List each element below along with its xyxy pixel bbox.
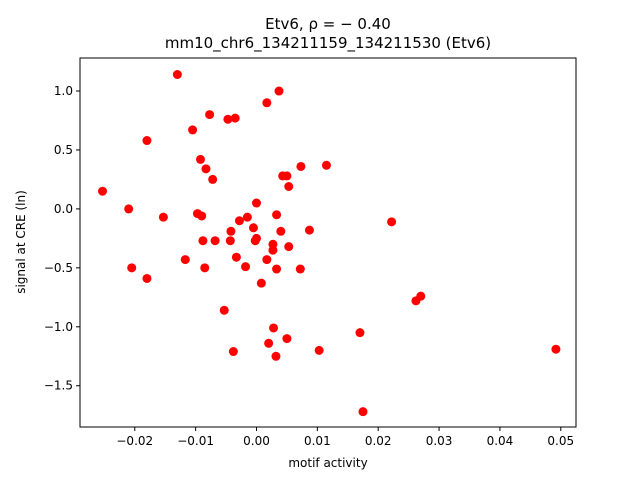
y-axis-label: signal at CRE (ln) <box>14 190 28 294</box>
data-point <box>231 252 241 262</box>
data-point <box>142 136 152 146</box>
data-point <box>269 323 279 333</box>
data-point <box>295 264 305 274</box>
data-point <box>205 110 215 120</box>
data-point <box>172 70 182 80</box>
data-point <box>314 345 324 355</box>
data-point <box>262 255 272 265</box>
data-point <box>296 161 306 171</box>
data-point <box>256 278 266 288</box>
data-point <box>248 223 258 233</box>
data-point <box>551 344 561 354</box>
data-point <box>251 198 261 208</box>
data-point <box>127 263 137 273</box>
data-point <box>282 334 292 344</box>
data-point <box>268 239 278 249</box>
data-point <box>223 114 233 124</box>
x-tick-label: 0.00 <box>243 434 270 448</box>
data-point <box>180 255 190 265</box>
y-tick-label: −1.5 <box>44 379 73 393</box>
plot-area <box>98 70 561 417</box>
data-point <box>271 351 281 361</box>
data-point <box>387 217 397 227</box>
data-point <box>274 86 284 96</box>
y-tick-label: −0.5 <box>44 261 73 275</box>
data-point <box>264 338 274 348</box>
data-point <box>210 236 220 246</box>
x-axis: −0.02 −0.01 0.00 0.01 0.02 0.03 0.04 0.05 <box>116 427 574 448</box>
data-point <box>321 160 331 170</box>
data-point <box>251 233 261 243</box>
y-tick-label: 1.0 <box>54 84 73 98</box>
data-point <box>201 164 211 174</box>
x-tick-label: 0.02 <box>365 434 392 448</box>
data-point <box>304 225 314 235</box>
data-point <box>208 174 218 184</box>
y-tick-label: −1.0 <box>44 320 73 334</box>
data-point <box>98 186 108 196</box>
data-point <box>124 204 134 214</box>
data-point <box>276 226 286 236</box>
axes-frame <box>79 57 577 428</box>
data-point <box>272 264 282 274</box>
data-point <box>358 407 368 417</box>
chart-subtitle: mm10_chr6_134211159_134211530 (Etv6) <box>165 34 491 53</box>
x-tick-label: 0.05 <box>547 434 574 448</box>
data-point <box>197 211 207 221</box>
data-point <box>284 182 294 192</box>
data-point <box>242 212 252 222</box>
x-tick-label: −0.01 <box>177 434 214 448</box>
y-axis: −1.5 −1.0 −0.5 0.0 0.5 1.0 <box>44 84 80 393</box>
data-point <box>282 171 292 181</box>
data-point <box>355 328 365 338</box>
data-point <box>241 262 251 272</box>
data-point <box>196 154 206 164</box>
data-point <box>416 291 426 301</box>
y-tick-label: 0.5 <box>54 143 73 157</box>
data-point <box>226 226 236 236</box>
data-point <box>272 210 282 220</box>
x-tick-label: 0.03 <box>426 434 453 448</box>
data-point <box>198 236 208 246</box>
data-point <box>188 125 198 135</box>
x-tick-label: −0.02 <box>116 434 153 448</box>
x-axis-label: motif activity <box>288 456 367 470</box>
data-point <box>200 263 210 273</box>
x-tick-label: 0.04 <box>487 434 514 448</box>
data-point <box>225 236 235 246</box>
y-tick-label: 0.0 <box>54 202 73 216</box>
data-point <box>219 305 229 315</box>
data-point <box>228 347 238 357</box>
data-point <box>158 212 168 222</box>
data-point <box>142 273 152 283</box>
chart-title: Etv6, ρ = − 0.40 <box>265 15 391 33</box>
data-point <box>284 242 294 252</box>
data-point <box>234 216 244 226</box>
data-point <box>262 98 272 108</box>
x-tick-label: 0.01 <box>304 434 331 448</box>
data-point <box>230 113 240 123</box>
